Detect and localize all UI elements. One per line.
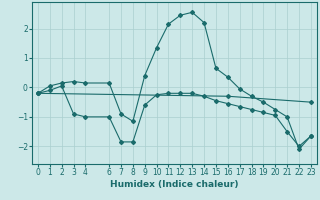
- X-axis label: Humidex (Indice chaleur): Humidex (Indice chaleur): [110, 180, 239, 189]
